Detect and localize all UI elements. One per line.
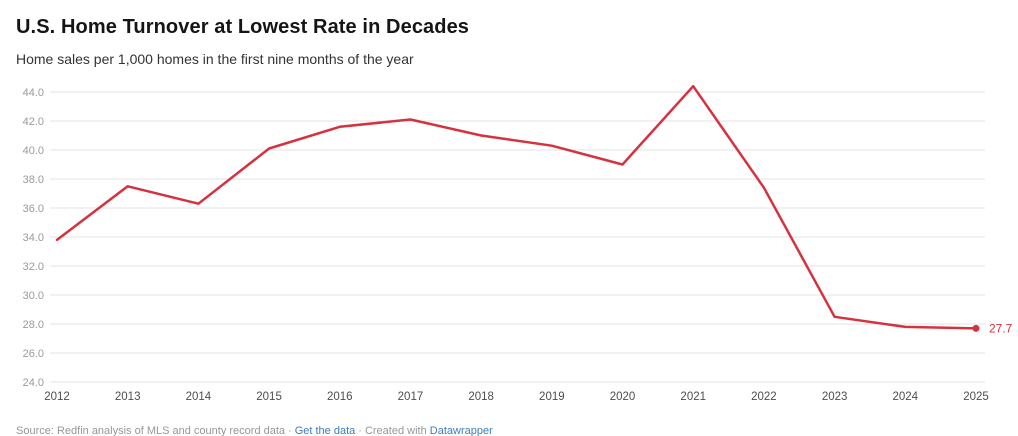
x-tick-label: 2020 — [610, 391, 636, 403]
x-tick-label: 2022 — [751, 391, 777, 403]
y-tick-label: 38.0 — [23, 174, 44, 186]
y-tick-label: 42.0 — [23, 116, 44, 128]
end-point-dot — [972, 324, 980, 332]
x-tick-label: 2014 — [186, 391, 212, 403]
created-with-label: Created with — [364, 425, 427, 436]
end-point-label: 27.7 — [989, 321, 1013, 335]
x-tick-label: 2021 — [680, 391, 706, 403]
x-tick-label: 2018 — [468, 391, 494, 403]
series-line — [55, 84, 978, 330]
y-tick-label: 34.0 — [23, 232, 44, 244]
y-tick-label: 36.0 — [23, 203, 44, 215]
x-tick-label: 2019 — [539, 391, 565, 403]
chart-header: U.S. Home Turnover at Lowest Rate in Dec… — [16, 15, 469, 68]
chart-subtitle: Home sales per 1,000 homes in the first … — [16, 51, 414, 67]
y-tick-label: 24.0 — [23, 377, 44, 389]
chart-title: U.S. Home Turnover at Lowest Rate in Dec… — [16, 16, 470, 38]
x-tick-label: 2025 — [963, 391, 989, 403]
x-tick-label: 2013 — [115, 391, 141, 403]
x-tick-label: 2015 — [256, 391, 282, 403]
y-tick-label: 40.0 — [23, 145, 44, 157]
datawrapper-link[interactable]: Datawrapper — [429, 425, 493, 436]
footer-separator: · — [288, 425, 292, 436]
y-tick-label: 28.0 — [23, 319, 44, 331]
y-tick-label: 26.0 — [23, 348, 44, 360]
x-tick-label: 2024 — [893, 391, 919, 403]
chart-footer: Source: Redfin analysis of MLS and count… — [16, 424, 493, 436]
footer-separator: · — [358, 425, 362, 436]
get-data-link[interactable]: Get the data — [294, 425, 356, 436]
x-tick-label: 2012 — [44, 391, 70, 403]
x-tick-label: 2023 — [822, 391, 848, 403]
y-tick-label: 32.0 — [23, 261, 44, 273]
y-tick-label: 44.0 — [23, 87, 44, 99]
source-label: Source: Redfin analysis of MLS and count… — [16, 425, 286, 436]
x-tick-label: 2016 — [327, 391, 353, 403]
y-tick-label: 30.0 — [23, 290, 44, 302]
x-tick-label: 2017 — [398, 391, 424, 403]
